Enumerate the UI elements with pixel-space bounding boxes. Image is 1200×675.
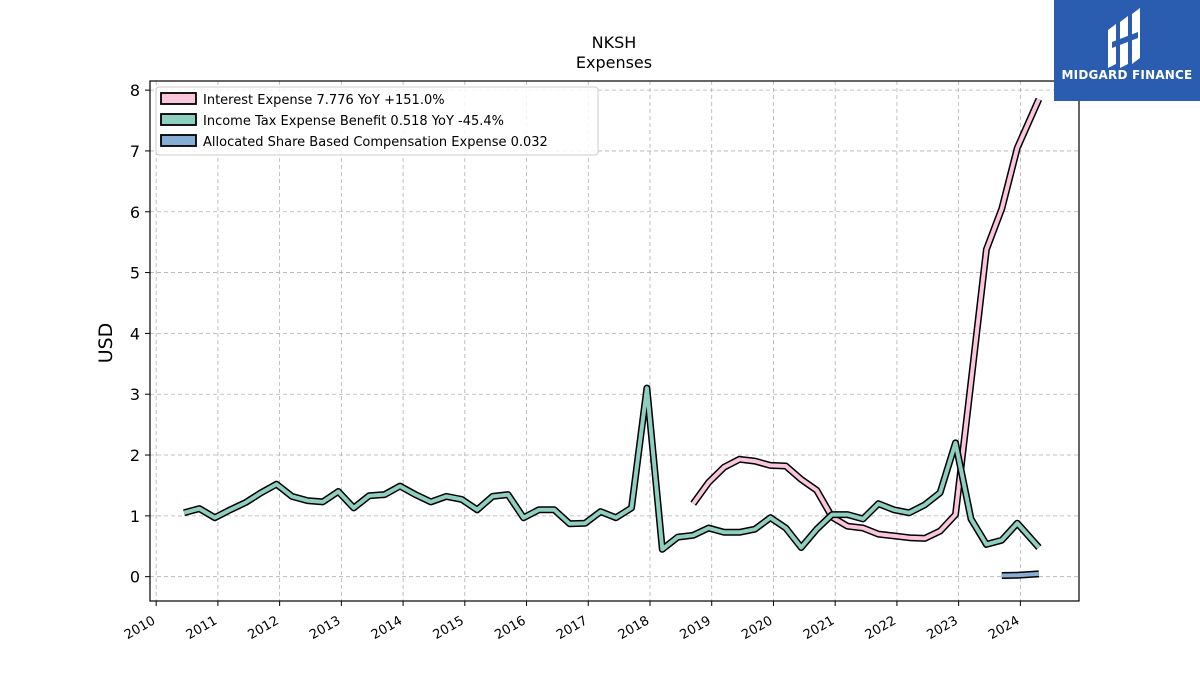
series-1 — [183, 384, 1042, 553]
y-tick-label: 8 — [130, 81, 140, 100]
y-tick-label: 0 — [130, 568, 140, 587]
y-tick-label: 3 — [130, 385, 140, 404]
legend-swatch — [160, 134, 197, 147]
legend: Interest Expense 7.776 YoY +151.0% Income… — [155, 86, 599, 156]
x-tick-label: 2024 — [986, 613, 1022, 643]
legend-entry: Interest Expense 7.776 YoY +151.0% — [203, 93, 445, 108]
chart-title: NKSH — [592, 33, 637, 52]
midgard-finance-logo: MIDGARD FINANCE — [1054, 0, 1200, 101]
x-axis: 2010 2011 2012 2013 2014 2015 2016 2017 2018 2019… — [122, 601, 1022, 643]
x-tick-label: 2015 — [431, 613, 467, 643]
y-tick-label: 6 — [130, 203, 140, 222]
x-tick-label: 2017 — [554, 613, 590, 643]
series-layer — [183, 97, 1043, 579]
series-2 — [1001, 570, 1040, 579]
legend-box — [155, 86, 599, 156]
x-tick-label: 2010 — [122, 613, 158, 643]
series-line — [1001, 571, 1040, 578]
plot-frame — [149, 80, 1080, 602]
chart-subtitle: Expenses — [576, 53, 652, 72]
x-tick-label: 2022 — [863, 613, 899, 643]
y-tick-label: 2 — [130, 446, 140, 465]
y-axis: 0 1 2 3 4 5 6 7 8 — [130, 81, 150, 587]
y-tick-label: 4 — [130, 324, 140, 343]
y-axis-label: USD — [95, 323, 117, 364]
series-line-outline — [183, 384, 1042, 553]
gridlines — [150, 81, 1079, 601]
legend-swatch — [160, 92, 197, 105]
x-tick-label: 2021 — [801, 613, 837, 643]
series-line — [691, 98, 1041, 541]
legend-entry: Allocated Share Based Compensation Expen… — [203, 135, 548, 150]
y-tick-label: 7 — [130, 142, 140, 161]
series-line — [183, 386, 1041, 552]
x-tick-label: 2023 — [924, 613, 960, 643]
legend-swatch — [160, 113, 197, 126]
legend-entry: Income Tax Expense Benefit 0.518 YoY -45… — [203, 114, 504, 129]
x-tick-label: 2011 — [184, 613, 220, 643]
x-tick-label: 2018 — [616, 613, 652, 643]
watermark-brand: MIDGARD FINANCE — [1061, 68, 1193, 82]
x-tick-label: 2014 — [369, 613, 405, 643]
series-line-outline — [690, 97, 1043, 542]
series-0 — [690, 97, 1043, 542]
x-tick-label: 2013 — [307, 613, 343, 643]
x-tick-label: 2020 — [739, 613, 775, 643]
y-tick-label: 5 — [130, 264, 140, 283]
x-tick-label: 2019 — [678, 613, 714, 643]
midgard-logo-icon — [1108, 8, 1140, 68]
y-tick-label: 1 — [130, 507, 140, 526]
x-tick-label: 2016 — [492, 613, 528, 643]
x-tick-label: 2012 — [245, 613, 281, 643]
